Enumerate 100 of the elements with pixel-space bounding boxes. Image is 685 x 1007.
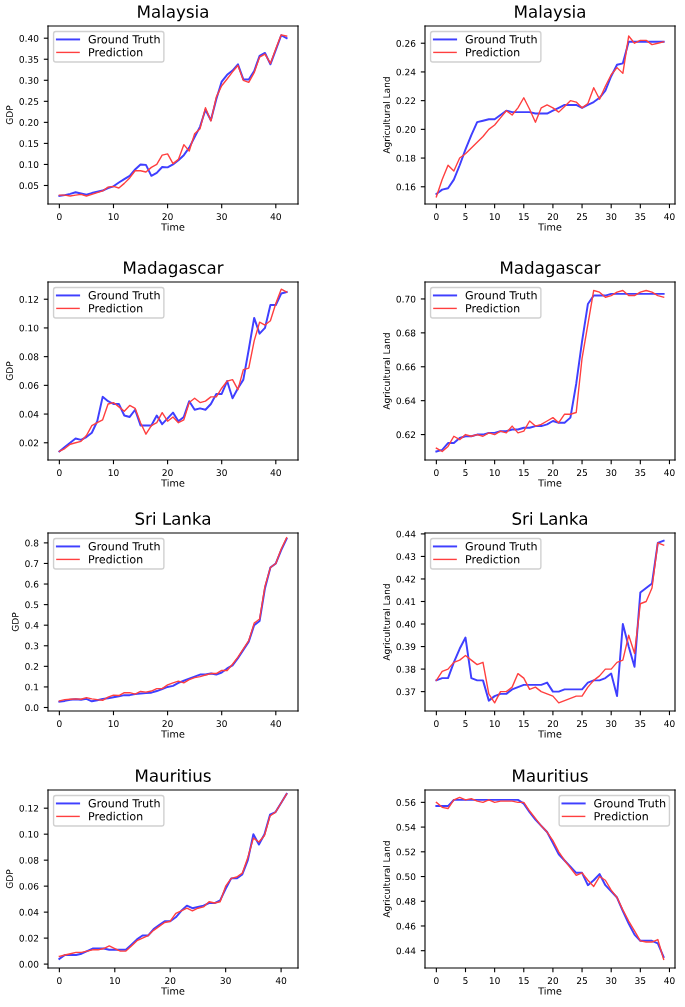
x-tick-label: 25 [576,977,588,985]
x-tick-label: 30 [606,720,617,728]
legend-label: Ground Truth [88,798,160,808]
x-tick-label: 0 [57,469,62,477]
x-tick-label: 10 [489,720,500,728]
legend-label: Ground Truth [465,34,537,44]
y-tick-label: 0.16 [396,183,416,191]
y-tick-label: 0.44 [396,530,416,538]
legend-label: Prediction [466,47,520,57]
x-tick-label: 0 [434,977,439,985]
y-tick-label: 0.18 [396,154,416,162]
y-axis-title: GDP [6,361,13,381]
legend-label: Prediction [89,303,143,313]
x-tick-label: 30 [220,977,231,985]
chart-title: Mauritius [513,769,588,782]
y-tick-label: 0.30 [19,77,39,84]
x-tick-label: 10 [489,977,500,985]
x-tick-label: 40 [270,469,281,477]
y-tick-label: 0.42 [396,575,416,583]
x-axis-title: Time [538,479,562,487]
x-axis-title: Time [538,223,562,231]
y-tick-label: 0.10 [19,324,39,332]
y-tick-label: 0.8 [25,539,39,547]
x-tick-label: 35 [635,977,646,985]
y-tick-label: 0.20 [19,119,39,126]
x-tick-label: 10 [489,213,500,221]
x-tick-label: 20 [165,977,176,985]
x-tick-label: 40 [664,720,675,728]
x-tick-label: 20 [547,213,559,221]
x-tick-label: 40 [270,720,281,728]
chart-title: Madagascar [501,261,601,278]
y-tick-label: 0.7 [25,560,39,568]
y-tick-label: 0.40 [19,34,39,42]
y-tick-label: 0.48 [396,897,416,905]
y-tick-label: 0.54 [396,823,416,831]
y-tick-label: 0.00 [19,960,39,968]
y-tick-label: 0.66 [396,363,416,371]
y-tick-label: 0.44 [396,947,416,955]
y-tick-label: 0.2 [25,663,39,670]
x-tick-label: 10 [489,469,500,477]
x-axis-title: Time [161,223,185,231]
x-tick-label: 30 [216,213,227,221]
y-tick-label: 0.04 [19,908,39,916]
chart-title: Sri Lanka [135,512,210,525]
y-tick-label: 0.56 [396,799,416,806]
x-tick-label: 15 [519,213,529,221]
legend-label: Prediction [89,47,143,57]
legend-label: Prediction [594,811,648,821]
y-tick-label: 0.08 [19,353,39,361]
x-tick-label: 40 [275,977,287,985]
x-tick-label: 30 [606,213,617,221]
y-tick-label: 0.04 [19,410,39,418]
x-tick-label: 15 [519,977,529,985]
y-tick-label: 0.3 [25,642,39,650]
y-tick-label: 0.62 [396,431,416,439]
x-tick-label: 10 [108,213,119,221]
x-tick-label: 0 [434,469,439,477]
y-axis-title: Agricultural Land [382,77,392,154]
y-tick-label: 0.6 [25,580,39,588]
x-tick-label: 35 [635,469,646,477]
x-tick-label: 30 [606,977,617,985]
y-tick-label: 0.38 [396,665,416,673]
x-tick-label: 20 [162,469,173,477]
x-tick-label: 25 [576,469,588,477]
y-tick-label: 0.26 [396,39,416,47]
legend-label: Ground Truth [88,290,160,300]
legend-label: Prediction [466,554,520,564]
legend-label: Ground Truth [465,290,537,300]
x-tick-label: 40 [664,977,675,985]
x-tick-label: 0 [57,213,62,221]
x-tick-label: 0 [57,720,62,728]
y-tick-label: 0.02 [19,439,39,447]
y-tick-label: 0.22 [396,97,416,105]
x-axis-title: Time [161,479,185,487]
x-axis-title: Time [538,987,562,995]
x-tick-label: 20 [547,469,559,477]
y-axis-title: GDP [11,612,19,632]
x-tick-label: 10 [110,977,120,985]
x-tick-label: 20 [547,720,559,728]
x-tick-label: 35 [635,213,646,221]
x-tick-label: 5 [463,720,468,728]
chart-title: Mauritius [136,769,211,782]
x-tick-label: 0 [434,213,439,221]
y-tick-label: 0.1 [25,683,39,691]
x-tick-label: 0 [434,720,439,728]
y-tick-label: 0.0 [25,704,39,712]
x-tick-label: 35 [635,720,646,728]
y-tick-label: 0.35 [19,55,39,63]
legend-label: Ground Truth [594,798,666,808]
legend-label: Prediction [89,811,143,821]
y-tick-label: 0.37 [396,688,416,696]
x-tick-label: 40 [664,213,675,221]
y-tick-label: 0.70 [396,295,416,303]
x-tick-label: 0 [57,977,62,985]
chart-title: Sri Lanka [512,512,587,525]
chart-title: Madagascar [124,261,224,278]
y-axis-title: Agricultural Land [382,333,392,410]
y-tick-label: 0.12 [19,295,39,303]
x-tick-label: 15 [519,469,529,477]
x-tick-label: 25 [576,213,588,221]
